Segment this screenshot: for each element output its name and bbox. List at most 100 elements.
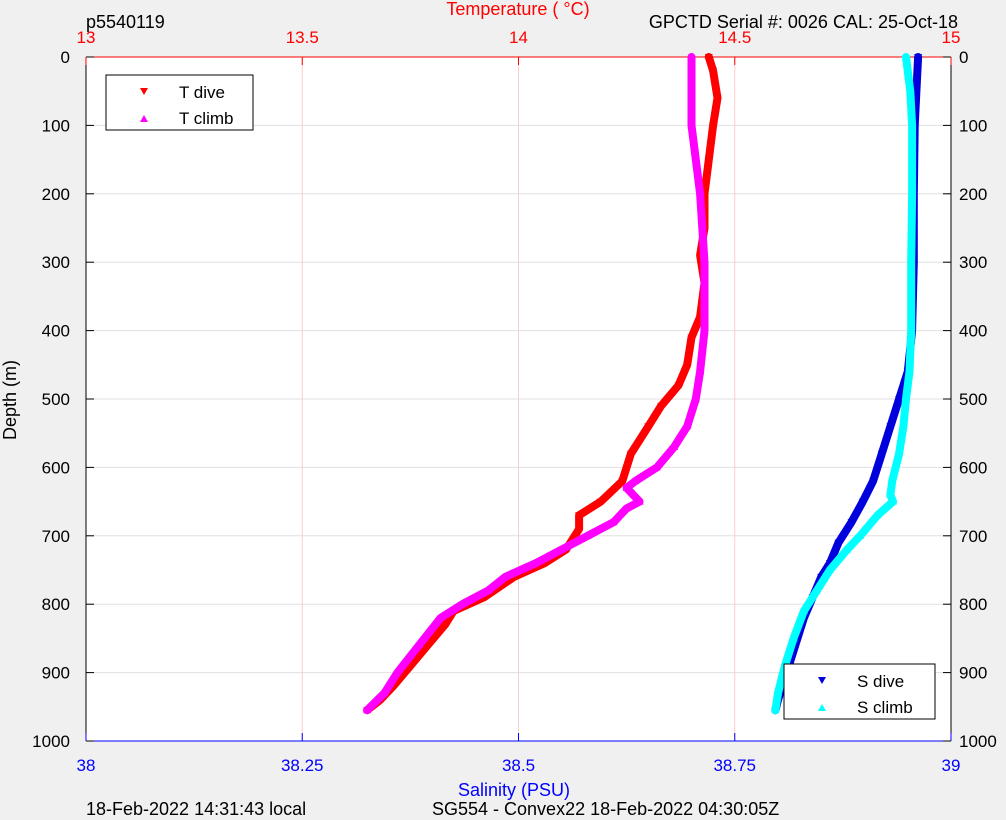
s-climb-data-point <box>888 477 897 485</box>
t-climb-data-point <box>683 422 692 430</box>
depth-tick-label-left: 100 <box>42 116 70 135</box>
t-dive-data-point <box>704 156 713 164</box>
t-climb-data-point <box>700 258 709 266</box>
t-dive-data-point <box>674 382 683 390</box>
s-climb-data-point <box>774 689 782 697</box>
s-dive-data-point <box>834 539 843 547</box>
t-dive-data-point <box>683 361 692 369</box>
s-climb-data-point <box>905 367 914 375</box>
salinity-tick-label: 38 <box>77 756 96 775</box>
t-dive-data-point <box>440 621 449 629</box>
t-dive-data-point <box>618 478 627 486</box>
depth-axis-title: Depth (m) <box>0 360 20 440</box>
salinity-tick-label: 38.75 <box>713 756 756 775</box>
t-climb-data-point <box>687 121 696 129</box>
depth-tick-label-left: 900 <box>42 664 70 683</box>
depth-tick-label-right: 600 <box>959 458 987 477</box>
t-climb-data-point <box>501 572 510 580</box>
s-dive-data-point <box>858 498 867 506</box>
salinity-legend-marker <box>818 677 826 684</box>
t-climb-data-point <box>696 367 705 375</box>
depth-tick-label-left: 0 <box>61 48 70 67</box>
s-climb-data-point <box>908 189 917 197</box>
profile-id-label: p5540119 <box>86 12 165 32</box>
depth-tick-label-left: 800 <box>42 595 70 614</box>
depth-tick-label-left: 400 <box>42 322 70 341</box>
t-climb-data-point <box>415 641 424 649</box>
temperature-tick-label: 14.5 <box>718 28 751 47</box>
t-climb-data-point <box>363 706 372 714</box>
t-climb-data-point <box>380 689 389 697</box>
depth-tick-label-left: 300 <box>42 253 70 272</box>
depth-tick-label-left: 500 <box>42 390 70 409</box>
t-climb-data-point <box>635 497 644 505</box>
salinity-legend-box <box>783 663 936 720</box>
s-climb-data-point <box>906 87 915 95</box>
t-dive-data-point <box>575 525 584 533</box>
t-dive-data-point <box>644 423 653 431</box>
s-climb-data-point <box>899 422 908 430</box>
temperature-legend-box <box>105 74 254 131</box>
depth-tick-label-right: 500 <box>959 390 987 409</box>
t-dive-data-point <box>596 498 605 506</box>
t-climb-data-point <box>436 613 445 621</box>
t-climb-data-point <box>687 53 696 60</box>
t-dive-data-point <box>575 512 584 520</box>
s-climb-data-point <box>799 607 808 615</box>
salinity-axis-title: Salinity (PSU) <box>458 780 570 800</box>
t-climb-data-point <box>622 483 631 491</box>
temperature-legend-label: T dive <box>179 83 225 102</box>
s-climb-data-point <box>856 531 865 539</box>
s-dive-data-point <box>847 519 856 527</box>
t-dive-data-point <box>657 402 666 410</box>
temperature-tick-label: 13.5 <box>286 28 319 47</box>
t-climb-data-point <box>687 87 696 95</box>
t-climb-data-point <box>531 559 540 567</box>
s-climb-data-point <box>812 586 821 594</box>
t-dive-data-point <box>687 334 696 342</box>
salinity-legend-label: S climb <box>857 698 913 717</box>
s-climb-data-point <box>889 497 898 505</box>
t-climb-data-point <box>557 545 566 553</box>
t-climb-data-point <box>458 600 467 608</box>
calibration-label: GPCTD Serial #: 0026 CAL: 25-Oct-18 <box>648 12 958 32</box>
t-dive-data-point <box>423 642 432 650</box>
t-dive-data-point <box>704 54 713 61</box>
s-climb-data-point <box>907 258 916 266</box>
t-climb-data-point <box>484 586 493 594</box>
s-climb-data-point <box>771 706 780 714</box>
s-climb-data-point <box>908 121 917 129</box>
s-dive-data-point <box>914 54 923 61</box>
temperature-tick-label: 14 <box>509 28 528 47</box>
depth-tick-label-left: 600 <box>42 458 70 477</box>
s-climb-data-point <box>886 490 895 498</box>
s-dive-data-point <box>886 423 895 431</box>
temperature-axis-title: Temperature ( °C) <box>446 0 589 19</box>
temperature-legend-label: T climb <box>179 109 233 128</box>
t-climb-data-point <box>622 504 631 512</box>
depth-tick-label-right: 800 <box>959 595 987 614</box>
depth-tick-label-right: 700 <box>959 527 987 546</box>
depth-tick-label-right: 900 <box>959 664 987 683</box>
temperature-legend-marker <box>140 115 148 122</box>
s-dive-data-point <box>912 88 921 96</box>
depth-tick-label-right: 300 <box>959 253 987 272</box>
s-climb-data-point <box>843 545 852 553</box>
t-climb-data-point <box>631 477 640 485</box>
footer-mission-label: SG554 - Convex22 18-Feb-2022 04:30:05Z <box>432 799 780 819</box>
depth-tick-label-left: 200 <box>42 185 70 204</box>
s-climb-data-point <box>902 395 911 402</box>
s-climb-data-point <box>789 634 798 642</box>
depth-tick-label-left: 700 <box>42 527 70 546</box>
depth-tick-label-right: 400 <box>959 322 987 341</box>
depth-tick-label-right: 1000 <box>959 732 997 751</box>
footer-local-time: 18-Feb-2022 14:31:43 local <box>86 799 307 819</box>
salinity-tick-label: 39 <box>942 756 961 775</box>
t-climb-data-point <box>700 326 709 334</box>
t-climb-data-point <box>691 395 700 402</box>
temperature-legend-marker <box>140 88 148 95</box>
t-climb-data-point <box>393 668 402 676</box>
t-climb-data-point <box>696 189 705 197</box>
